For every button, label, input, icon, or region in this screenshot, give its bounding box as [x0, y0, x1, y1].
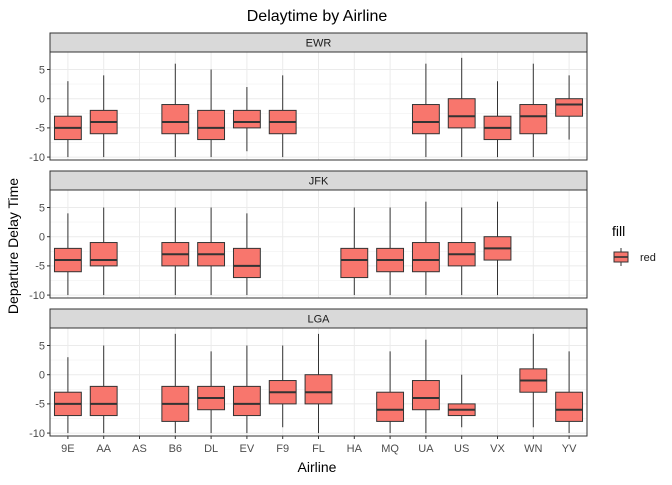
legend-entries: red	[613, 248, 656, 266]
box-lga-f9	[268, 345, 297, 428]
y-tick-label: -10	[29, 428, 45, 440]
box-lga-us	[447, 374, 476, 428]
legend-entry-label: red	[640, 252, 656, 264]
box-lga-dl	[197, 351, 226, 434]
y-tick-label: -10	[29, 290, 45, 302]
y-tick-label: 0	[39, 94, 45, 106]
box-iqr	[232, 385, 261, 417]
chart-title: Delaytime by Airline	[247, 8, 388, 25]
legend-key	[613, 248, 629, 266]
box-iqr	[89, 242, 118, 267]
box-iqr	[447, 98, 476, 129]
y-axis-label: Departure Delay Time	[5, 178, 21, 314]
box-iqr	[89, 385, 118, 417]
box-ewr-dl	[197, 69, 226, 158]
box-lga-wn	[519, 333, 548, 428]
y-tick-label: 5	[39, 340, 45, 352]
x-tick-label: VX	[490, 443, 505, 455]
y-tick-label: -5	[35, 261, 45, 273]
box-jfk-us	[447, 207, 476, 296]
box-jfk-ha	[340, 207, 369, 296]
box-ewr-us	[447, 57, 476, 158]
y-tick-label: 5	[39, 64, 45, 76]
box-ewr-ua	[411, 63, 440, 158]
y-tick-label: 0	[39, 370, 45, 382]
panel-border	[49, 51, 588, 161]
facet-panel-jfk: JFK 5 0 -5 -10	[29, 170, 588, 302]
x-tick-label: B6	[169, 443, 182, 455]
facet-strip-label: JFK	[309, 176, 329, 188]
box-lga-aa	[89, 345, 118, 434]
x-tick-label: YV	[562, 443, 577, 455]
legend: fill red	[612, 223, 656, 266]
y-tick-label: -5	[35, 399, 45, 411]
box-iqr	[304, 374, 333, 405]
box-jfk-mq	[376, 207, 405, 296]
box-ewr-b6	[161, 63, 190, 158]
y-tick-label: 5	[39, 202, 45, 214]
box-iqr	[411, 242, 440, 273]
legend-title: fill	[612, 223, 625, 239]
x-tick-label: FL	[312, 443, 325, 455]
y-tick-label: -10	[29, 152, 45, 164]
y-tick-label: -5	[35, 123, 45, 135]
box-ewr-yv	[555, 75, 584, 140]
facet-strip-label: EWR	[306, 38, 332, 50]
x-tick-label: UA	[418, 443, 434, 455]
box-iqr	[519, 104, 548, 135]
box-iqr	[555, 98, 584, 117]
box-jfk-vx	[483, 201, 512, 296]
x-tick-label: DL	[204, 443, 218, 455]
box-iqr	[411, 104, 440, 135]
box-lga-ev	[232, 345, 261, 434]
x-tick-label: AA	[96, 443, 111, 455]
panel-border	[49, 189, 588, 299]
box-iqr	[197, 109, 226, 141]
box-jfk-dl	[197, 207, 226, 296]
box-ewr-f9	[268, 75, 297, 158]
facet-panel-ewr: EWR 5 0 -5 -10	[29, 32, 588, 164]
box-iqr	[411, 380, 440, 411]
x-tick-label: US	[454, 443, 469, 455]
box-iqr	[376, 391, 405, 422]
x-tick-label: AS	[132, 443, 147, 455]
x-tick-label: EV	[240, 443, 255, 455]
box-jfk-aa	[89, 207, 118, 296]
facet-panel-lga: LGA 5 0 -5 -10 9E AA AS B6 DL EV F9 FL HA MQ UA US VX WN YV	[29, 308, 588, 455]
box-lga-b6	[161, 333, 190, 434]
box-jfk-ua	[411, 201, 440, 296]
x-axis-label: Airline	[298, 459, 337, 475]
box-lga-fl	[304, 333, 333, 434]
box-lga-9e	[53, 357, 82, 434]
box-iqr	[232, 109, 261, 129]
box-lga-ua	[411, 339, 440, 434]
x-tick-label: WN	[524, 443, 542, 455]
box-ewr-aa	[89, 75, 118, 158]
x-tick-label: HA	[347, 443, 363, 455]
x-tick-label: MQ	[381, 443, 399, 455]
box-ewr-vx	[483, 81, 512, 158]
box-ewr-9e	[53, 81, 82, 158]
box-lga-mq	[376, 351, 405, 434]
box-ewr-ev	[232, 87, 261, 152]
box-lga-yv	[555, 351, 584, 434]
facet-strip-label: LGA	[307, 314, 330, 326]
x-tick-label: 9E	[61, 443, 74, 455]
box-jfk-9e	[53, 213, 82, 296]
x-tick-label: F9	[276, 443, 289, 455]
box-iqr	[161, 104, 190, 135]
box-jfk-ev	[232, 213, 261, 296]
facet-panels: EWR 5 0 -5 -10 JFK 5 0 -5 -10 LGA 5 0 -5 -10 9E AA AS B6 DL…	[29, 32, 588, 455]
box-iqr	[340, 247, 369, 279]
box-iqr	[555, 391, 584, 422]
box-ewr-wn	[519, 63, 548, 158]
y-tick-label: 0	[39, 232, 45, 244]
box-iqr	[232, 247, 261, 279]
box-jfk-b6	[161, 207, 190, 296]
